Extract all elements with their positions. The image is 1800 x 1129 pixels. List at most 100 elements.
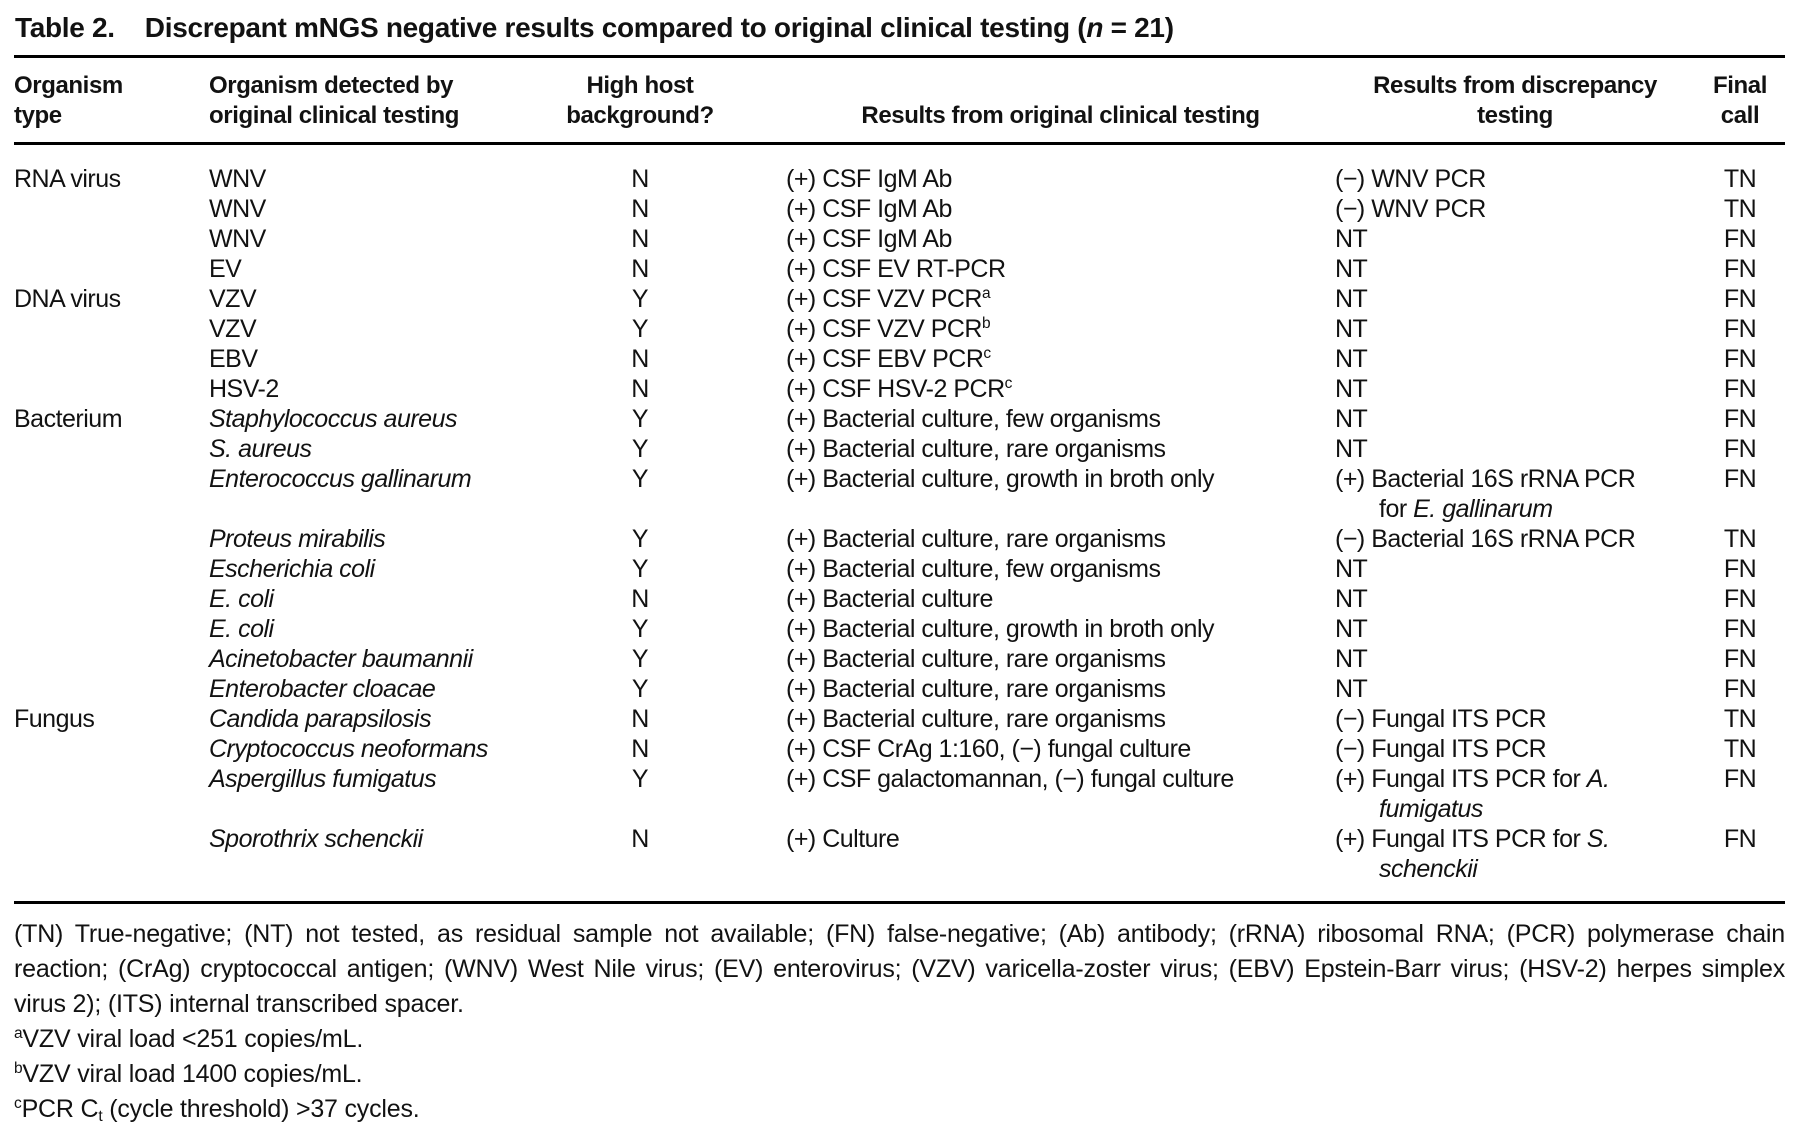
- final-call-cell: TN: [1723, 705, 1757, 733]
- discrepancy-results-cell: NT: [1335, 645, 1368, 673]
- original-results-cell: (+) CSF HSV-2 PCRc: [786, 375, 1012, 403]
- original-results-cell: (+) Bacterial culture, rare organisms: [786, 525, 1166, 553]
- table-row: WNV N (+) CSF IgM Ab (−) WNV PCR TN: [14, 194, 1785, 224]
- organism-type-cell: [14, 764, 209, 824]
- high-host-background-cell: N: [631, 825, 649, 853]
- table-row: Escherichia coli Y (+) Bacterial culture…: [14, 554, 1785, 584]
- organism-type-cell: [14, 614, 209, 644]
- original-results-cell: (+) Bacterial culture, few organisms: [786, 405, 1161, 433]
- original-results-cell: (+) CSF IgM Ab: [786, 195, 952, 223]
- discrepancy-results-cell: NT: [1335, 375, 1368, 403]
- high-host-background-cell: Y: [631, 435, 649, 463]
- final-call-cell: TN: [1723, 195, 1757, 223]
- final-call-cell: FN: [1723, 825, 1757, 853]
- high-host-background-cell: Y: [631, 555, 649, 583]
- footnote-b-marker: b: [14, 1060, 23, 1078]
- high-host-background-cell: N: [631, 255, 649, 283]
- discrepancy-results-cell: (−) Fungal ITS PCR: [1335, 735, 1547, 763]
- table-row: Enterococcus gallinarum Y (+) Bacterial …: [14, 464, 1785, 524]
- final-call-cell: FN: [1723, 645, 1757, 673]
- high-host-background-cell: Y: [631, 465, 649, 493]
- table-row: Acinetobacter baumannii Y (+) Bacterial …: [14, 644, 1785, 674]
- original-results-cell: (+) Bacterial culture, growth in broth o…: [786, 465, 1215, 493]
- final-call-cell: FN: [1723, 405, 1757, 433]
- discrepancy-results-cell: NT: [1335, 615, 1368, 643]
- organism-type-cell: [14, 674, 209, 704]
- final-call-cell: TN: [1723, 165, 1757, 193]
- organism-detected-cell: Acinetobacter baumannii: [209, 645, 473, 673]
- original-results-cell: (+) Bacterial culture, rare organisms: [786, 675, 1166, 703]
- final-call-cell: FN: [1723, 375, 1757, 403]
- original-results-cell: (+) CSF EBV PCRc: [786, 345, 991, 373]
- organism-detected-cell: VZV: [209, 285, 257, 313]
- discrepancy-results-cell: NT: [1335, 405, 1368, 433]
- high-host-background-cell: Y: [631, 525, 649, 553]
- original-results-cell: (+) Bacterial culture, rare organisms: [786, 705, 1166, 733]
- organism-type-cell: [14, 584, 209, 614]
- high-host-background-cell: N: [631, 225, 649, 253]
- final-call-cell: FN: [1723, 225, 1757, 253]
- column-header-high-host-background: High host background?: [494, 58, 786, 145]
- organism-type-cell: [14, 254, 209, 284]
- table-number-label: Table 2.: [15, 12, 115, 43]
- organism-detected-cell: Staphylococcus aureus: [209, 405, 457, 433]
- organism-detected-cell: Sporothrix schenckii: [209, 825, 423, 853]
- table-row: E. coli N (+) Bacterial culture NT FN: [14, 584, 1785, 614]
- high-host-background-cell: N: [631, 195, 649, 223]
- footnote-a: aVZV viral load <251 copies/mL.: [14, 1025, 364, 1053]
- table-row: EV N (+) CSF EV RT-PCR NT FN: [14, 254, 1785, 284]
- organism-detected-cell: Escherichia coli: [209, 555, 375, 583]
- footnote-abbreviations: (TN) True-negative; (NT) not tested, as …: [14, 920, 1785, 1018]
- high-host-background-cell: Y: [631, 405, 649, 433]
- high-host-background-cell: N: [631, 375, 649, 403]
- final-call-cell: FN: [1723, 465, 1757, 493]
- high-host-background-cell: Y: [631, 675, 649, 703]
- organism-type-cell: [14, 434, 209, 464]
- discrepancy-results-cell: NT: [1335, 345, 1368, 373]
- table-row: S. aureus Y (+) Bacterial culture, rare …: [14, 434, 1785, 464]
- table-row: WNV N (+) CSF IgM Ab NT FN: [14, 224, 1785, 254]
- footnote-c-marker: c: [14, 1095, 22, 1113]
- table-title: Table 2. Discrepant mNGS negative results…: [14, 8, 1785, 58]
- original-results-cell: (+) Bacterial culture: [786, 585, 993, 613]
- table-row: EBV N (+) CSF EBV PCRc NT FN: [14, 344, 1785, 374]
- high-host-background-cell: Y: [631, 315, 649, 343]
- organism-detected-cell: VZV: [209, 315, 257, 343]
- original-results-cell: (+) Culture: [786, 825, 900, 853]
- organism-type-cell: [14, 314, 209, 344]
- organism-type-cell: [14, 464, 209, 524]
- original-results-cell: (+) CSF IgM Ab: [786, 225, 952, 253]
- header-row: Organism type Organism detected by origina…: [14, 58, 1785, 145]
- high-host-background-cell: N: [631, 345, 649, 373]
- table-row: VZV Y (+) CSF VZV PCRb NT FN: [14, 314, 1785, 344]
- table-title-n: n: [1086, 12, 1104, 43]
- table-title-count: = 21): [1103, 12, 1174, 43]
- high-host-background-cell: Y: [631, 645, 649, 673]
- final-call-cell: FN: [1723, 675, 1757, 703]
- organism-detected-cell: Enterococcus gallinarum: [209, 465, 472, 493]
- final-call-cell: FN: [1723, 315, 1757, 343]
- discrepancy-results-cell: (−) WNV PCR: [1335, 195, 1486, 223]
- discrepancy-results-cell: (−) WNV PCR: [1335, 165, 1486, 193]
- table-row: HSV-2 N (+) CSF HSV-2 PCRc NT FN: [14, 374, 1785, 404]
- column-header-final-call: Final call: [1695, 58, 1785, 145]
- high-host-background-cell: Y: [631, 765, 649, 793]
- final-call-cell: FN: [1723, 555, 1757, 583]
- organism-type-cell: RNA virus: [14, 165, 121, 193]
- organism-type-cell: [14, 554, 209, 584]
- table-row: Cryptococcus neoformans N (+) CSF CrAg 1…: [14, 734, 1785, 764]
- footnote-a-marker: a: [14, 1025, 23, 1043]
- final-call-cell: FN: [1723, 345, 1757, 373]
- table-body: RNA virus WNV N (+) CSF IgM Ab (−) WNV P…: [14, 144, 1785, 903]
- organism-detected-cell: HSV-2: [209, 375, 279, 403]
- organism-detected-cell: WNV: [209, 195, 266, 223]
- organism-detected-cell: E. coli: [209, 585, 274, 613]
- column-header-original-results: Results from original clinical testing: [786, 58, 1335, 145]
- discrepancy-results-cell: NT: [1335, 435, 1368, 463]
- organism-type-cell: [14, 344, 209, 374]
- organism-type-cell: [14, 194, 209, 224]
- table-row: RNA virus WNV N (+) CSF IgM Ab (−) WNV P…: [14, 144, 1785, 195]
- table-row: Aspergillus fumigatus Y (+) CSF galactom…: [14, 764, 1785, 824]
- ct-subscript: t: [98, 1108, 103, 1126]
